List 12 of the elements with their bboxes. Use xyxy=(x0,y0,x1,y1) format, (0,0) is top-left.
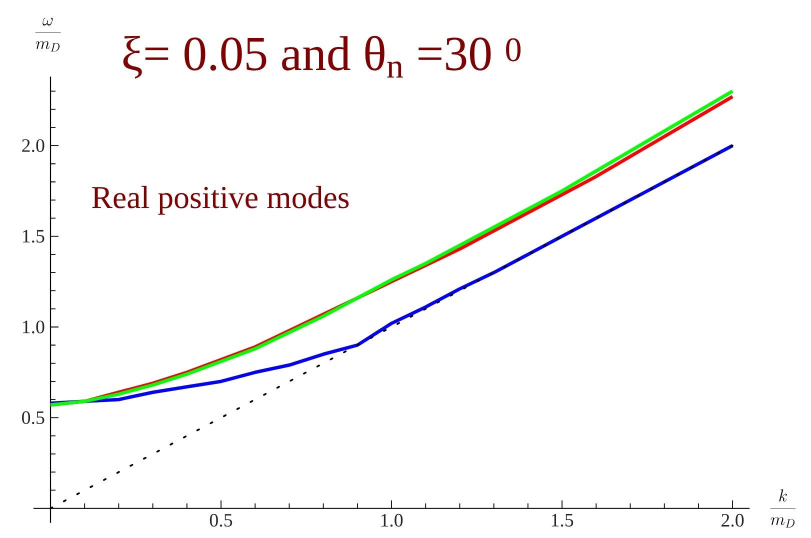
y-tick-label: 1.0 xyxy=(22,320,44,334)
y-tick-label: 2.0 xyxy=(22,139,44,152)
y-tick-label: 1.5 xyxy=(22,230,44,243)
x-tick-label: 0.5 xyxy=(210,514,232,527)
x-axis-title: $\frac{k}{m_D}$ xyxy=(770,489,796,528)
annotation: Real positive modes xyxy=(92,186,349,215)
y-axis-title: $\frac{\omega}{m_D}$ xyxy=(35,18,61,52)
x-tick-label: 1.5 xyxy=(552,514,574,527)
x-tick-label: 1.0 xyxy=(381,514,403,527)
chart-title: ξ= 0.05 and θ$_{n}$ =30 $^{0}$ xyxy=(123,36,521,79)
x-tick-label: 2.0 xyxy=(722,514,744,527)
y-tick-label: 0.5 xyxy=(22,411,44,424)
